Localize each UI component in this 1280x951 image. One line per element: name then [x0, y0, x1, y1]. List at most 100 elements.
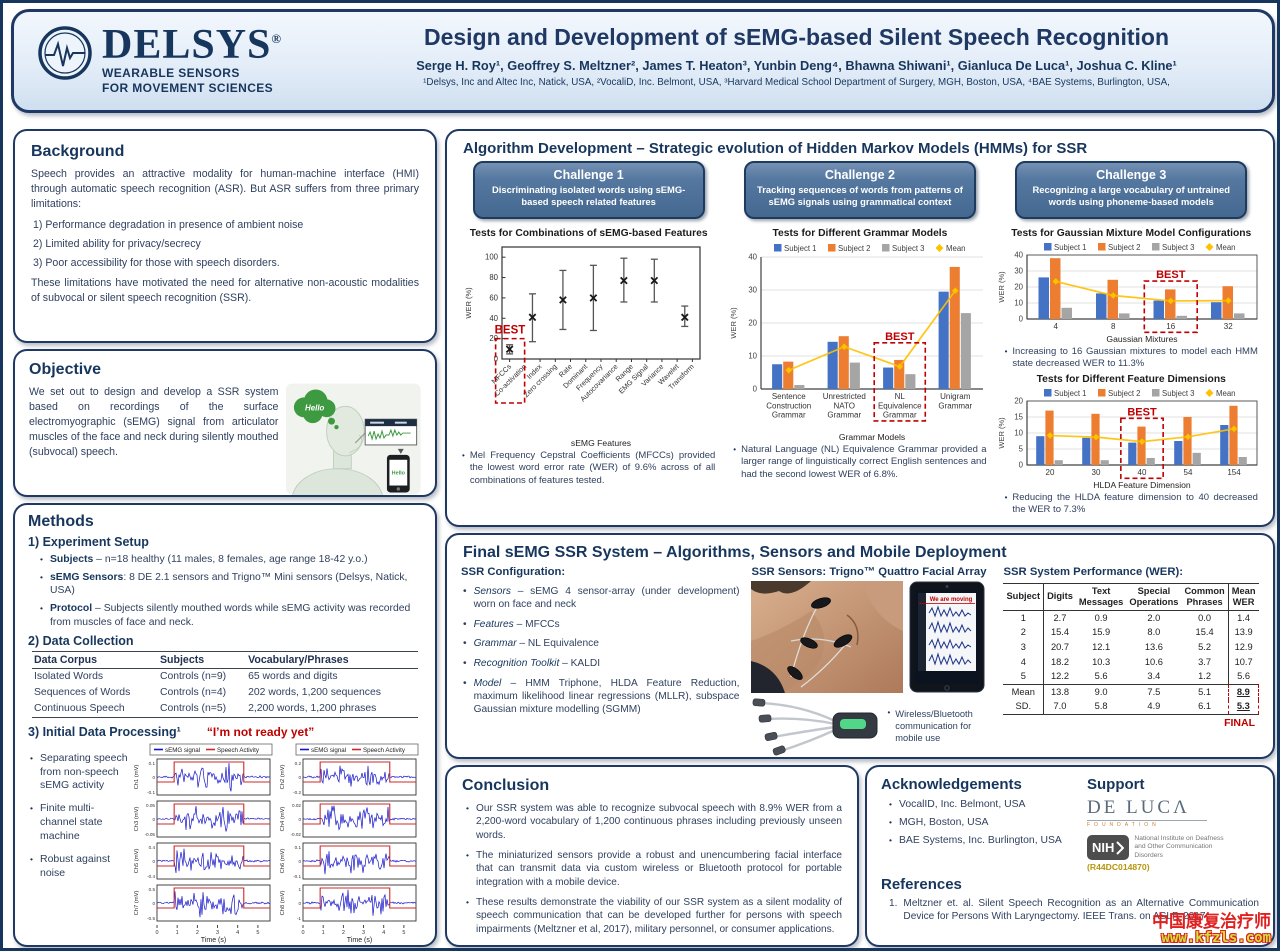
ssr-configuration: SSR Configuration: • Sensors – sEMG 4 sen…	[461, 564, 739, 757]
list-item: • Our SSR system was able to recognize su…	[466, 803, 842, 841]
svg-text:WER (%): WER (%)	[464, 287, 473, 319]
svg-text:10: 10	[1015, 428, 1024, 437]
affiliations: ¹Delsys, Inc and Altec Inc, Natick, USA,…	[423, 77, 1170, 88]
brand-text: DELSYS®	[102, 22, 283, 68]
svg-text:Ch2 (mV): Ch2 (mV)	[280, 764, 286, 789]
svg-text:Speech Activity: Speech Activity	[217, 747, 260, 754]
emg-panel-left: sEMG signal Speech Activity 0.1 0 -0.1 Ch1 (m…	[130, 743, 276, 945]
svg-text:10: 10	[1015, 299, 1024, 308]
svg-text:0.02: 0.02	[292, 803, 301, 808]
conclusion-title: Conclusion	[462, 777, 550, 794]
svg-text:Ch6 (mV): Ch6 (mV)	[280, 848, 286, 873]
svg-text:0.1: 0.1	[149, 761, 156, 766]
svg-text:-0.02: -0.02	[291, 832, 302, 837]
data-collection-heading: 2) Data Collection	[28, 633, 134, 648]
column-header: Text Messages	[1078, 585, 1124, 608]
limitation-list: 1) Performance degradation in presence o…	[31, 219, 419, 269]
svg-text:0: 0	[753, 385, 758, 394]
ack-list: • VocalID, Inc. Belmont, USA • MGH, Boston,…	[881, 798, 1087, 848]
svg-text:BEST: BEST	[494, 325, 525, 337]
objective-illustration: Hello Hello	[286, 383, 421, 495]
table-row: 3 20.7 12.1 13.6 5.2 12.9	[1003, 640, 1259, 656]
svg-text:4: 4	[1054, 322, 1059, 331]
ssr-performance: SSR System Performance (WER): Subject Dig…	[1003, 564, 1260, 757]
svg-text:Hello: Hello	[392, 471, 406, 477]
svg-text:Subject 2: Subject 2	[838, 244, 871, 253]
reference-item: 1. Meltzner et. al. Silent Speech Recogn…	[889, 898, 1259, 923]
svg-text:Subject 3: Subject 3	[1162, 243, 1195, 252]
column-header: Special Operations	[1129, 585, 1179, 608]
list-item: • BAE Systems, Inc. Burlington, USA	[889, 834, 1062, 846]
svg-text:20: 20	[748, 319, 757, 328]
support-title: Support	[1087, 776, 1145, 793]
svg-text:3: 3	[216, 930, 219, 936]
hlda-chart: Subject 1 Subject 2 Subject 3 Mean 0 5 10 15 20 2…	[997, 385, 1265, 491]
references-title: References	[881, 876, 962, 893]
facial-array-photo	[751, 581, 904, 693]
svg-text:Ch1 (mV): Ch1 (mV)	[134, 764, 140, 789]
svg-text:0: 0	[298, 859, 301, 864]
svg-text:20: 20	[1015, 396, 1024, 405]
challenge-3-card: Challenge 3 Recognizing a large vocabula…	[1015, 161, 1248, 219]
column-header: Common Phrases	[1184, 585, 1225, 608]
initial-processing-heading: 3) Initial Data Processing¹	[28, 724, 181, 739]
table-row: 1 2.7 0.9 2.0 0.0 1.4	[1003, 610, 1259, 626]
list-item: • Grammar – NL Equivalence	[463, 638, 599, 650]
list-item: • These results demonstrate the viability…	[466, 896, 842, 935]
svg-text:1: 1	[176, 930, 179, 936]
svg-text:Ch4 (mV): Ch4 (mV)	[280, 806, 286, 831]
svg-text:0.2: 0.2	[295, 761, 302, 766]
svg-text:Grammar Models: Grammar Models	[839, 432, 905, 442]
svg-text:0: 0	[152, 859, 155, 864]
svg-text:1: 1	[322, 930, 325, 936]
svg-text:Subject 2: Subject 2	[1108, 243, 1141, 252]
svg-text:30: 30	[1015, 267, 1024, 276]
features-chart-note: • Mel Frequency Cepstral Coefficients (MF…	[462, 450, 716, 486]
svg-text:Subject 2: Subject 2	[1108, 389, 1141, 398]
list-item: • Model – HMM Triphone, HLDA Feature Redu…	[463, 677, 740, 716]
background-intro: Speech provides an attractive modality f…	[31, 168, 419, 211]
tablet-graphic: We are moving	[909, 581, 985, 693]
svg-text:154: 154	[1228, 468, 1242, 477]
hello-thought-bubble: Hello	[294, 389, 340, 430]
challenge-1-card: Challenge 1 Discriminating isolated word…	[472, 161, 705, 219]
nih-logo: NIH	[1087, 835, 1130, 860]
features-chart-title: Tests for Combinations of sEMG-based Fea…	[469, 228, 708, 239]
svg-text:5: 5	[402, 930, 405, 936]
svg-text:Time (s): Time (s)	[347, 937, 372, 944]
features-chart: 0 20 40 60 80 100 MFCCs Co-activation Index Zero …	[462, 239, 716, 449]
svg-text:40: 40	[748, 253, 757, 262]
authors: Serge H. Roy¹, Geoffrey S. Meltzner², Ja…	[416, 58, 1177, 73]
svg-text:0: 0	[152, 817, 155, 822]
svg-text:Subject 1: Subject 1	[1054, 389, 1087, 398]
list-item: • The miniaturized sensors provide a robu…	[466, 849, 842, 888]
list-item: • Features – MFCCs	[463, 618, 560, 630]
list-item: 2) Limited ability for privacy/secrecy	[33, 238, 201, 251]
svg-text:4: 4	[382, 930, 385, 936]
svg-text:We are moving: We are moving	[930, 597, 973, 603]
hlda-chart-note: • Reducing the HLDA feature dimension to …	[1004, 491, 1258, 516]
list-item: • Robust against noise	[30, 852, 111, 879]
logo-tagline-2: FOR MOVEMENT SCIENCES	[102, 81, 274, 95]
svg-text:sEMG signal: sEMG signal	[165, 747, 200, 754]
svg-text:Time (s): Time (s)	[201, 937, 226, 944]
challenge-1-column: Challenge 1 Discriminating isolated word…	[453, 161, 724, 516]
svg-text:Ch7 (mV): Ch7 (mV)	[134, 890, 140, 915]
svg-text:Grammar: Grammar	[827, 411, 861, 420]
setup-bullets: • Subjects – n=18 healthy (11 males, 8 fe…	[28, 553, 422, 630]
svg-text:40: 40	[1138, 468, 1147, 477]
svg-text:20: 20	[1015, 283, 1024, 292]
gmm-chart-title: Tests for Gaussian Mixture Model Configu…	[1011, 228, 1252, 239]
svg-text:0: 0	[152, 901, 155, 906]
conclusion-section: Conclusion • Our SSR system was able to r…	[445, 765, 859, 947]
registered-mark: ®	[271, 31, 283, 46]
challenge-2-card: Challenge 2 Tracking sequences of words …	[743, 161, 976, 219]
nih-institute-text: National Institute on Deafness and Other…	[1134, 835, 1224, 859]
svg-text:60: 60	[489, 293, 498, 302]
list-item: • Finite multi-channel state machine	[30, 802, 103, 842]
performance-table: Subject Digits Text Messages Special Operat…	[1003, 583, 1260, 716]
acknowledgements-title: Acknowledgements	[881, 776, 1022, 793]
column-header: Data Corpus	[32, 650, 158, 669]
svg-text:Mean: Mean	[1216, 243, 1236, 252]
grammar-chart-title: Tests for Different Grammar Models	[772, 228, 948, 239]
